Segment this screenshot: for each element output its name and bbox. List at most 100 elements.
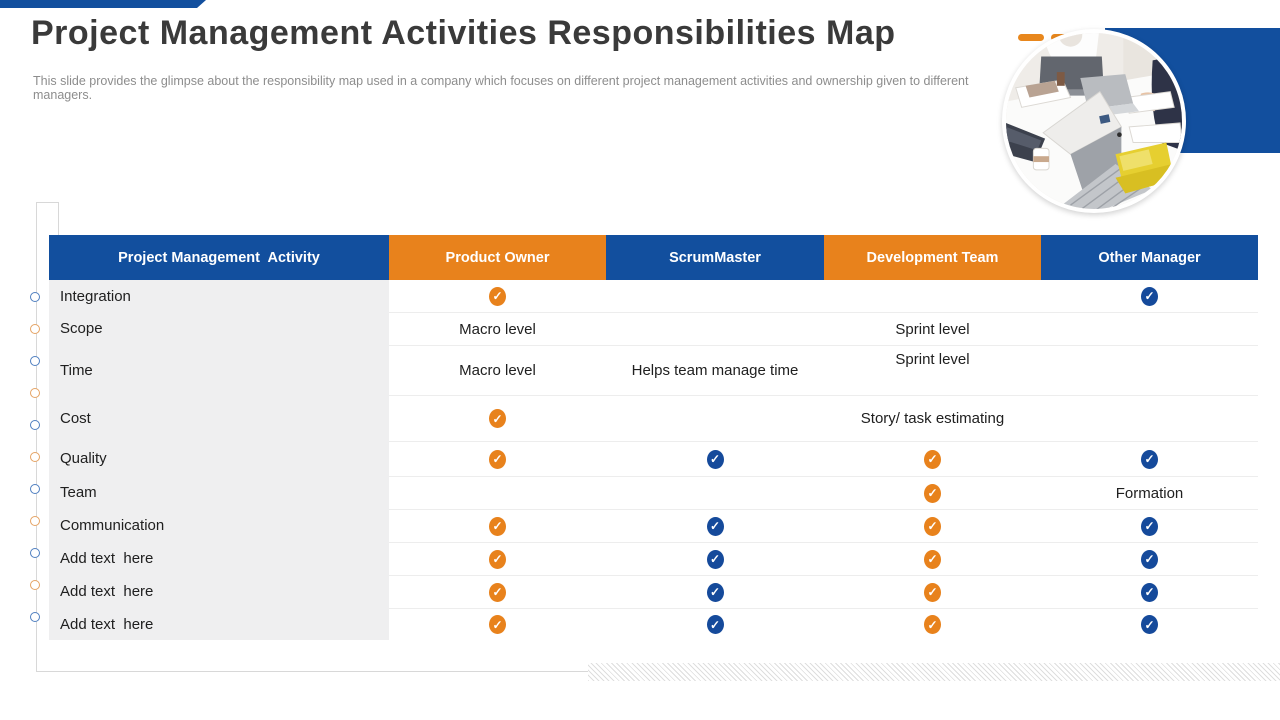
cell-orange-check: ✓ [824,441,1041,476]
cell-blue-check: ✓ [606,441,824,476]
cell-orange-check: ✓ [389,542,606,575]
blue-checkmark-icon: ✓ [706,516,724,536]
cell-value: Sprint level [895,320,970,338]
table-row: Scope Macro level Sprint level [49,312,1258,345]
orange-checkmark-icon: ✓ [489,615,506,634]
cell-blue-check: ✓ [606,509,824,542]
table-row: Time Macro level Helps team manage time Spr… [49,345,1258,395]
table-row: Team ✓ Formation [49,476,1258,509]
orange-checkmark-icon: ✓ [489,409,506,428]
blue-bullet-dot [30,612,40,622]
blue-checkmark-icon: ✓ [1141,516,1158,536]
column-header-project-management-activity: Project Management Activity [49,235,389,280]
cell-orange-check: ✓ [389,575,606,608]
blue-checkmark-icon: ✓ [1141,582,1158,602]
cell-empty [1041,345,1258,395]
cell-text: Sprint level [824,312,1041,345]
cell-orange-check: ✓ [824,542,1041,575]
orange-checkmark-icon: ✓ [924,582,941,602]
cell-empty [606,395,824,441]
table-row: Add text here ✓ ✓ ✓ ✓ [49,542,1258,575]
table-body: Integration ✓ ✓ Scope Macro level Sprint leve… [49,280,1258,640]
left-guide-line [36,202,37,672]
orange-bullet-dot [30,580,40,590]
table-header-row: Project Management Activity Product Owner… [49,235,1258,280]
table-row: Add text here ✓ ✓ ✓ ✓ [49,608,1258,640]
office-workspace-illustration [1006,33,1182,209]
cell-empty [824,280,1041,312]
blue-bullet-dot [30,484,40,494]
cell-orange-check: ✓ [389,441,606,476]
cell-text: Macro level [389,312,606,345]
table-row: Add text here ✓ ✓ ✓ ✓ [49,575,1258,608]
activity-label: Add text here [49,575,389,608]
cell-orange-check: ✓ [824,476,1041,509]
blue-checkmark-icon: ✓ [1141,615,1158,634]
cell-text: Helps team manage time [606,345,824,395]
cell-orange-check: ✓ [824,575,1041,608]
activity-label: Time [49,345,389,395]
cell-blue-check: ✓ [606,608,824,640]
cell-empty [606,476,824,509]
cell-value: Formation [1115,484,1184,502]
cell-orange-check: ✓ [389,608,606,640]
left-guide-line-top [36,202,59,203]
blue-bullet-dot [30,420,40,430]
page-title: Project Management Activities Responsibi… [31,14,896,52]
orange-checkmark-icon: ✓ [489,286,506,306]
activity-label: Cost [49,395,389,441]
cell-value: Story/ task estimating [860,410,1005,427]
blue-checkmark-icon: ✓ [1141,286,1158,306]
office-workspace-photo [1002,29,1186,213]
orange-checkmark-icon: ✓ [489,582,506,602]
activity-label: Integration [49,280,389,312]
blue-checkmark-icon: ✓ [706,549,724,569]
cell-blue-check: ✓ [1041,509,1258,542]
cell-empty [606,280,824,312]
bottom-guide-line [36,671,588,672]
cell-value: Macro level [459,362,536,379]
cell-blue-check: ✓ [1041,575,1258,608]
hatched-shadow-bar [588,663,1280,681]
orange-dash-icon [1018,34,1044,41]
activity-label: Team [49,476,389,509]
activity-label: Add text here [49,542,389,575]
orange-checkmark-icon: ✓ [489,549,506,569]
blue-checkmark-icon: ✓ [706,615,724,634]
table-row: Cost ✓ Story/ task estimating [49,395,1258,441]
cell-orange-check: ✓ [389,509,606,542]
blue-checkmark-icon: ✓ [706,582,724,602]
cell-blue-check: ✓ [1041,280,1258,312]
cell-blue-check: ✓ [606,542,824,575]
orange-checkmark-icon: ✓ [489,449,506,469]
orange-bullet-dot [30,452,40,462]
orange-bullet-dot [30,388,40,398]
cell-text: Story/ task estimating [824,395,1041,441]
activity-label: Quality [49,441,389,476]
cell-value: Helps team manage time [631,362,799,379]
orange-checkmark-icon: ✓ [924,549,941,569]
activity-label: Add text here [49,608,389,640]
cell-orange-check: ✓ [824,509,1041,542]
cell-empty [606,312,824,345]
column-header-other-manager: Other Manager [1041,235,1258,280]
activity-label: Communication [49,509,389,542]
activity-label: Scope [49,312,389,345]
cell-blue-check: ✓ [1041,542,1258,575]
blue-checkmark-icon: ✓ [706,449,724,469]
cell-blue-check: ✓ [1041,441,1258,476]
column-header-development-team: Development Team [824,235,1041,280]
cell-text: Formation [1041,476,1258,509]
cell-blue-check: ✓ [1041,608,1258,640]
top-accent-bar [0,0,206,8]
blue-bullet-dot [30,356,40,366]
blue-bullet-dot [30,548,40,558]
table-row: Quality ✓ ✓ ✓ ✓ [49,441,1258,476]
orange-checkmark-icon: ✓ [924,449,941,469]
orange-checkmark-icon: ✓ [924,516,941,536]
table-row: Communication ✓ ✓ ✓ ✓ [49,509,1258,542]
cell-empty [1041,312,1258,345]
blue-checkmark-icon: ✓ [1141,549,1158,569]
orange-bullet-dot [30,324,40,334]
orange-checkmark-icon: ✓ [489,516,506,536]
